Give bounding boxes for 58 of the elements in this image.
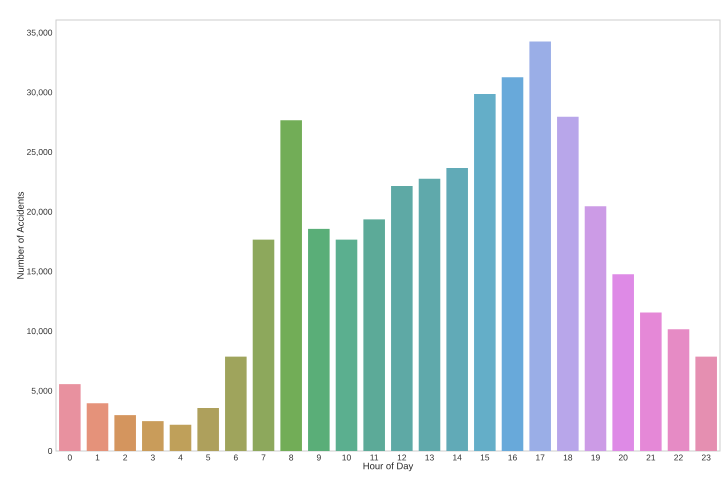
x-tick-label: 16 xyxy=(508,454,517,461)
y-tick-label: 0 xyxy=(48,448,52,454)
bar xyxy=(142,421,164,451)
x-tick-label: 17 xyxy=(536,454,544,460)
bar xyxy=(418,178,440,451)
bar xyxy=(502,77,524,451)
x-tick-label: 0 xyxy=(68,454,72,461)
y-tick-label: 20,000 xyxy=(27,208,52,216)
bar xyxy=(252,240,274,451)
bar xyxy=(280,120,302,451)
x-tick-label: 19 xyxy=(591,454,600,461)
bar xyxy=(363,219,385,451)
y-tick-label: 5,000 xyxy=(32,388,52,395)
x-tick-label: 23 xyxy=(702,454,711,461)
bar xyxy=(336,240,358,451)
bar xyxy=(391,186,413,451)
y-tick-label: 15,000 xyxy=(27,268,52,276)
bar xyxy=(474,94,496,451)
x-tick-label: 9 xyxy=(316,454,321,461)
x-tick-label: 20 xyxy=(618,454,628,461)
y-tick-label: 10,000 xyxy=(27,328,52,336)
x-tick-label: 22 xyxy=(674,454,683,460)
bar xyxy=(446,168,468,451)
y-axis-title: Number of Accidents xyxy=(16,192,24,279)
bar xyxy=(668,329,690,451)
bar xyxy=(612,274,634,451)
bar xyxy=(197,408,219,451)
bar xyxy=(584,206,606,451)
bar xyxy=(114,415,136,451)
x-tick-label: 3 xyxy=(150,454,155,461)
x-tick-label: 7 xyxy=(262,454,266,460)
x-tick-label: 12 xyxy=(398,454,406,460)
x-tick-label: 4 xyxy=(178,454,183,460)
x-tick-label: 13 xyxy=(425,454,434,461)
x-tick-label: 8 xyxy=(289,454,294,461)
bar xyxy=(308,228,330,451)
bar xyxy=(170,424,192,451)
x-tick-label: 2 xyxy=(123,454,128,460)
x-tick-label: 15 xyxy=(480,454,490,460)
x-tick-label: 6 xyxy=(234,454,238,461)
bar xyxy=(59,384,81,451)
bar xyxy=(640,312,662,451)
x-tick-label: 21 xyxy=(646,454,656,460)
x-tick-label: 14 xyxy=(453,454,462,460)
x-tick-label: 5 xyxy=(206,454,210,460)
x-tick-label: 18 xyxy=(564,454,572,461)
y-tick-label: 35,000 xyxy=(26,30,52,37)
y-tick-label: 25,000 xyxy=(27,149,52,156)
x-tick-label: 11 xyxy=(370,454,378,460)
bar xyxy=(86,403,108,451)
x-tick-label: 10 xyxy=(342,454,351,461)
bar xyxy=(225,356,247,451)
x-axis-title: Hour of Day xyxy=(364,462,414,472)
x-tick-label: 1 xyxy=(96,454,100,460)
bar xyxy=(529,41,551,451)
bar xyxy=(557,116,579,451)
bar xyxy=(695,356,717,451)
y-tick-label: 30,000 xyxy=(26,89,52,96)
